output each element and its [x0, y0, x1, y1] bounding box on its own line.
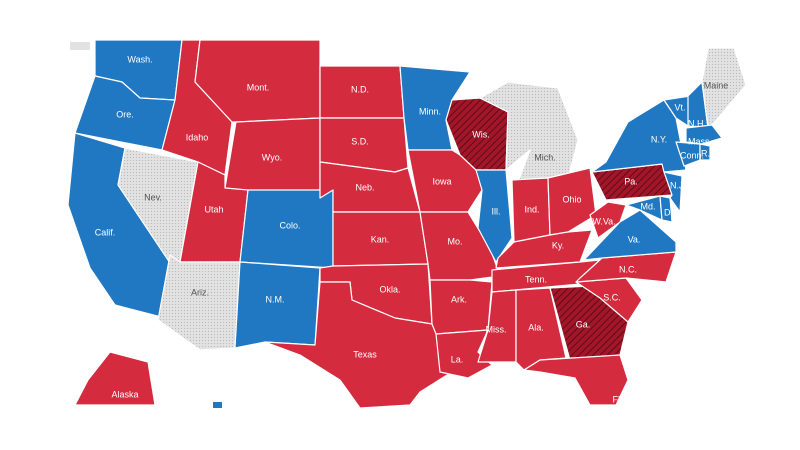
label-nv: Nev.	[144, 192, 162, 202]
label-co: Colo.	[279, 220, 300, 230]
label-ar: Ark.	[451, 294, 467, 304]
label-nd: N.D.	[351, 84, 369, 94]
label-ne: Neb.	[355, 182, 374, 192]
label-me: Maine	[704, 80, 729, 90]
state-ma[interactable]	[685, 124, 723, 145]
state-fl[interactable]	[523, 354, 629, 406]
state-ri[interactable]	[699, 143, 711, 161]
state-az[interactable]	[157, 254, 241, 351]
inset-border-marks	[70, 42, 90, 50]
label-ri: R.I.	[701, 148, 715, 158]
label-mt: Mont.	[247, 82, 270, 92]
label-sd: S.D.	[351, 136, 369, 146]
label-tx: Texas	[353, 349, 377, 359]
label-id: Idaho	[186, 132, 209, 142]
label-ct: Conn.	[680, 150, 704, 160]
label-wv: W.Va.	[592, 216, 615, 226]
label-va: Va.	[628, 234, 641, 244]
label-ky: Ky.	[552, 240, 564, 250]
label-ak: Alaska	[111, 389, 138, 399]
label-ok: Okla.	[379, 284, 400, 294]
state-de[interactable]	[659, 195, 673, 223]
label-md: Md.	[640, 201, 655, 211]
label-nh: N.H.	[688, 118, 706, 128]
label-ms: Miss.	[486, 324, 507, 334]
label-az: Ariz.	[191, 287, 209, 297]
label-sc: S.C.	[603, 292, 621, 302]
state-mn[interactable]	[399, 65, 471, 151]
label-pa: Pa.	[624, 176, 638, 186]
state-nm[interactable]	[234, 261, 321, 349]
label-ks: Kan.	[371, 234, 390, 244]
label-tn: Tenn.	[525, 274, 547, 284]
label-oh: Ohio	[562, 194, 581, 204]
state-ak[interactable]	[74, 351, 156, 406]
state-ky[interactable]	[495, 229, 593, 269]
label-mi: Mich.	[534, 152, 556, 162]
state-tx[interactable]	[264, 281, 456, 409]
label-nc: N.C.	[619, 264, 637, 274]
label-wi: Wis.	[472, 129, 490, 139]
label-fl: Fla.	[612, 394, 627, 404]
label-ny: N.Y.	[651, 134, 667, 144]
island-fragment	[213, 402, 222, 408]
state-wv[interactable]	[589, 201, 627, 239]
label-ia: Iowa	[432, 176, 451, 186]
label-nj: N.J.	[670, 180, 686, 190]
state-labels: Wash. Ore. Calif. Nev. Idaho Mont. Wyo. …	[95, 54, 729, 404]
label-de: Del.	[664, 207, 680, 217]
label-ma: Mass.	[688, 136, 712, 146]
label-wy: Wyo.	[262, 152, 282, 162]
label-la: La.	[451, 354, 464, 364]
label-ut: Utah	[204, 204, 223, 214]
label-mn: Minn.	[419, 106, 441, 116]
state-mo[interactable]	[419, 211, 501, 281]
state-ms[interactable]	[477, 289, 517, 363]
label-in: Ind.	[524, 204, 539, 214]
label-mo: Mo.	[447, 236, 462, 246]
label-il: Ill.	[492, 206, 501, 216]
state-ny[interactable]	[591, 99, 687, 173]
label-ca: Calif.	[95, 227, 116, 237]
label-al: Ala.	[528, 322, 544, 332]
label-vt: Vt.	[674, 102, 685, 112]
state-oh[interactable]	[547, 167, 597, 236]
label-ga: Ga.	[576, 319, 591, 329]
state-ar[interactable]	[429, 279, 493, 335]
state-nj[interactable]	[663, 171, 683, 213]
label-nm: N.M.	[266, 294, 285, 304]
label-or: Ore.	[116, 109, 134, 119]
label-wa: Wash.	[127, 54, 152, 64]
